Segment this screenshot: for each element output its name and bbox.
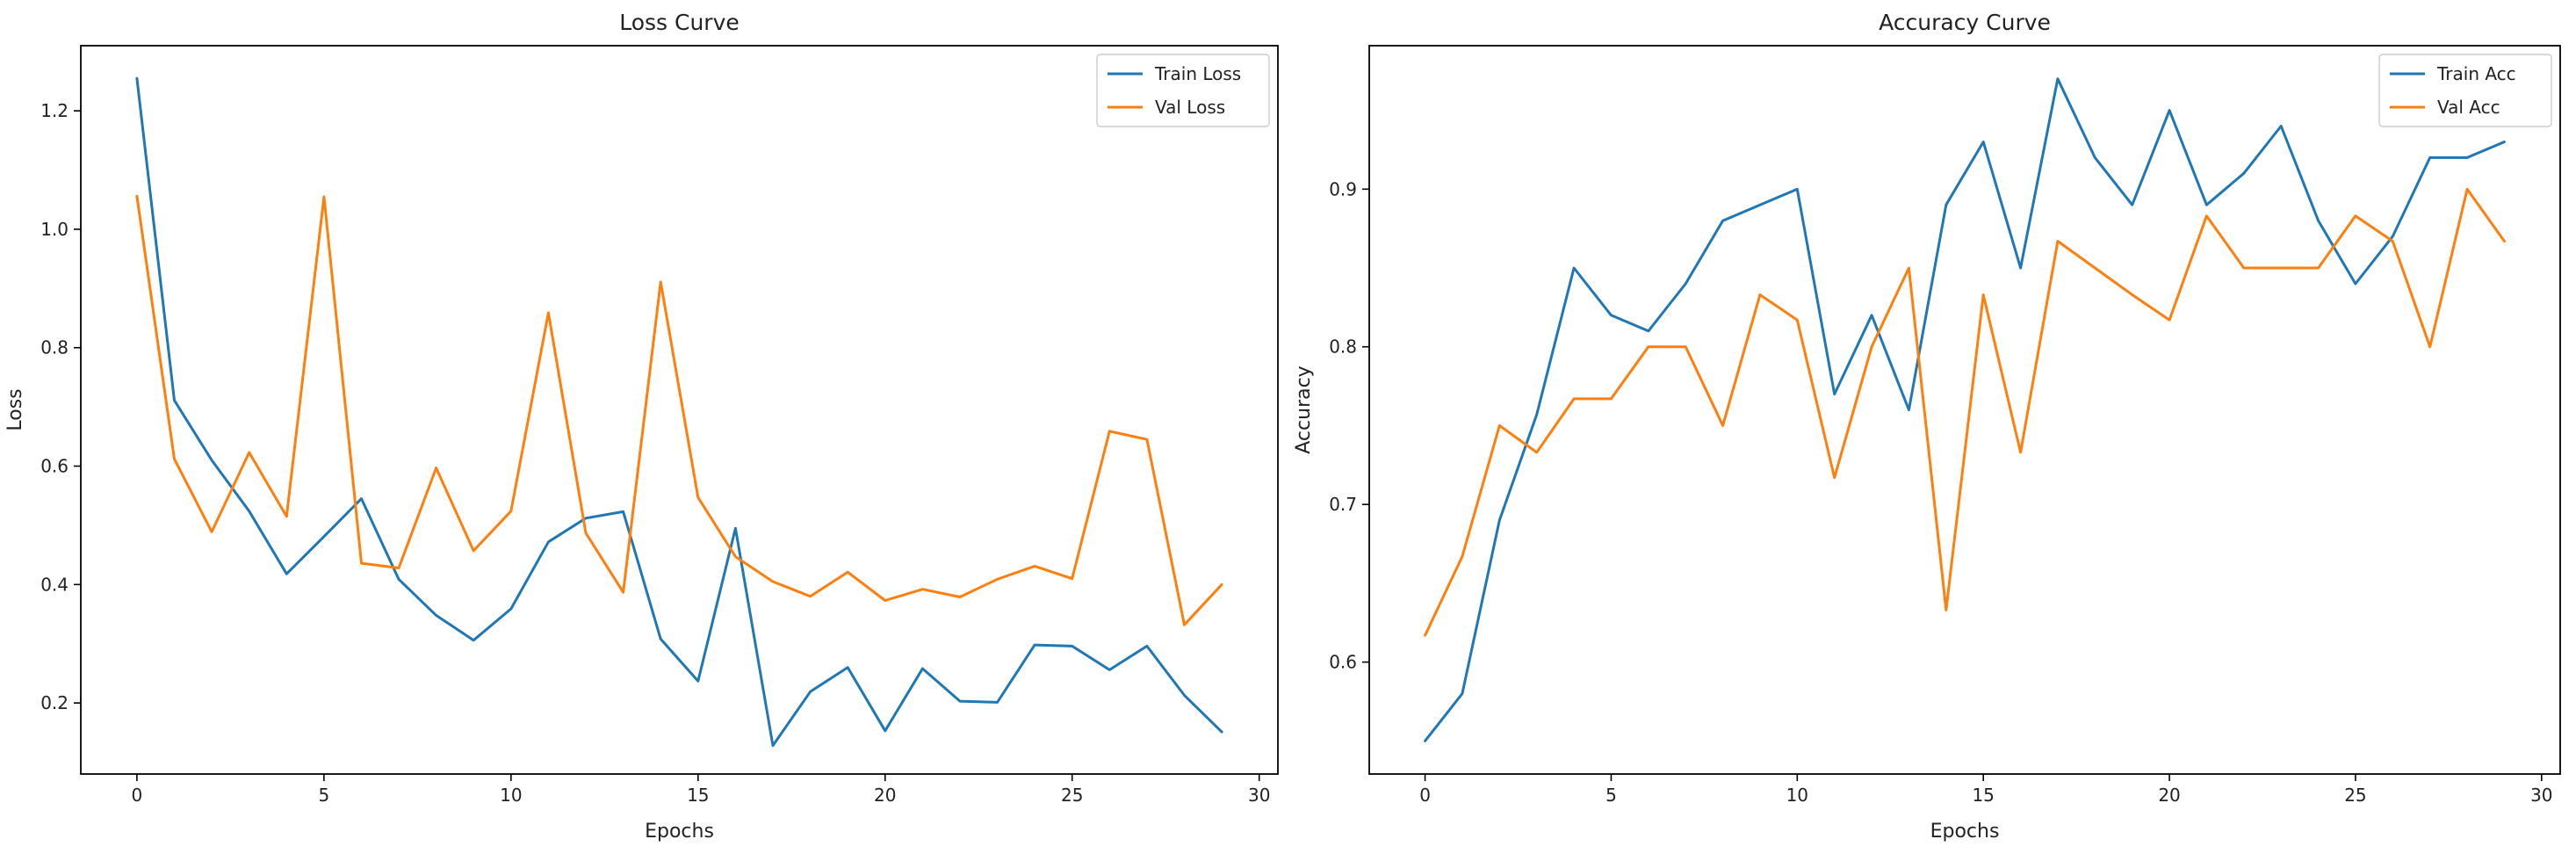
chart-panel-1: Accuracy Curve 0 5 10 15 20 25 30 0.6 0.7 0.8 0.9 Ep… xyxy=(1293,10,2561,843)
y-tick-label: 0.2 xyxy=(40,692,69,713)
x-tick-label: 10 xyxy=(500,785,522,806)
x-tick-label: 15 xyxy=(1972,785,1994,806)
x-tick-label: 25 xyxy=(2344,785,2366,806)
y-tick-label: 0.6 xyxy=(1329,652,1357,673)
y-tick-label: 1.2 xyxy=(40,100,69,121)
legend: Train Acc Val Acc xyxy=(2378,54,2552,127)
x-tick-label: 20 xyxy=(2158,785,2180,806)
y-tick-label: 0.9 xyxy=(1329,178,1357,199)
x-tick-label: 5 xyxy=(1605,785,1617,806)
plot-frame xyxy=(1368,45,2561,775)
x-axis-title: Epochs xyxy=(1930,821,2000,843)
y-tick-label: 0.4 xyxy=(40,574,69,595)
y-tick-label: 0.8 xyxy=(40,337,69,358)
plot-frame xyxy=(80,45,1279,775)
y-tick-label: 0.7 xyxy=(1329,494,1357,515)
chart-title: Loss Curve xyxy=(619,10,740,35)
legend-label: Train Loss xyxy=(1154,63,1241,84)
series-line-train xyxy=(135,76,1223,748)
series-line-train xyxy=(1424,77,2506,742)
x-tick-label: 30 xyxy=(2530,785,2552,806)
y-tick-label: 0.8 xyxy=(1329,336,1357,358)
chart-title: Accuracy Curve xyxy=(1879,10,2051,35)
x-tick-label: 0 xyxy=(1419,785,1431,806)
x-tick-label: 25 xyxy=(1061,785,1083,806)
series-line-val xyxy=(135,194,1223,626)
chart-panel-0: Loss Curve 0 5 10 15 20 25 30 0.2 0.4 0.6 0.8 1.0 1.2… xyxy=(4,10,1279,843)
x-tick-label: 10 xyxy=(1786,785,1808,806)
series-line-val xyxy=(1424,187,2506,637)
legend-label: Val Loss xyxy=(1155,97,1225,118)
x-tick-label: 20 xyxy=(874,785,896,806)
y-tick-label: 0.6 xyxy=(40,456,69,477)
x-axis-title: Epochs xyxy=(645,821,714,843)
y-axis-title: Accuracy xyxy=(1293,365,1315,453)
y-axis-title: Loss xyxy=(4,388,26,430)
charts-root: Loss Curve 0 5 10 15 20 25 30 0.2 0.4 0.6 0.8 1.0 1.2… xyxy=(4,10,2561,843)
legend-label: Val Acc xyxy=(2437,97,2500,118)
x-tick-label: 15 xyxy=(687,785,709,806)
legend-label: Train Acc xyxy=(2436,63,2516,84)
x-tick-label: 0 xyxy=(132,785,143,806)
legend: Train Loss Val Loss xyxy=(1096,54,1270,127)
x-tick-label: 5 xyxy=(318,785,329,806)
y-tick-label: 1.0 xyxy=(40,219,69,240)
x-tick-label: 30 xyxy=(1248,785,1270,806)
